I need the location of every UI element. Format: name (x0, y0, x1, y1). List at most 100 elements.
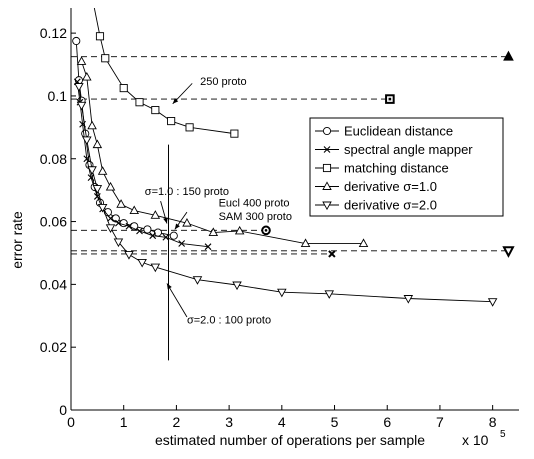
series (93, 8, 239, 138)
ticks: 0 1 2 3 4 5 6 7 8 0 0.02 0.04 0.06 0.08 0.1 0.12 (40, 25, 497, 430)
data-point (76, 101, 87, 111)
data-point (167, 117, 176, 126)
data-point (101, 54, 110, 63)
x-axis-label: estimated number of operations per sampl… (155, 432, 425, 448)
data-point (87, 120, 97, 130)
data-point (125, 222, 133, 230)
data-point (358, 238, 369, 247)
data-point (204, 243, 212, 251)
x-tick-label: 5 (331, 414, 339, 430)
data-point (300, 238, 311, 247)
x-tick-label: 7 (436, 414, 444, 430)
data-point (74, 83, 84, 92)
legend-marker (322, 163, 332, 173)
data-point (105, 181, 116, 191)
legend: Euclidean distance spectral angle mapper m… (309, 117, 504, 217)
legend-label: spectral angle mapper (344, 142, 473, 157)
x-tick-label: 2 (173, 414, 181, 430)
data-point (72, 36, 81, 46)
y-tick-label: 0.1 (48, 88, 68, 104)
data-point (107, 215, 114, 222)
data-point (87, 174, 95, 181)
annotation-arrow (172, 83, 193, 105)
reference-lines (71, 50, 515, 361)
data-point (113, 238, 124, 248)
axes (70, 8, 519, 411)
data-point (95, 32, 105, 41)
data-point (92, 185, 103, 194)
reference-marker (503, 50, 514, 61)
data-point (92, 139, 103, 149)
data-point (150, 263, 161, 273)
data-point (149, 232, 157, 240)
annotation-arrow (160, 201, 168, 224)
data-point (230, 129, 239, 138)
legend-label: matching distance (344, 161, 449, 176)
data-point (97, 203, 108, 213)
legend-marker (323, 146, 331, 153)
reference-marker (328, 250, 336, 258)
y-tick-label: 0.02 (40, 339, 67, 355)
data-point (105, 224, 116, 233)
data-point (82, 136, 92, 146)
data-point (129, 205, 140, 215)
data-point (82, 71, 92, 81)
data-point (182, 218, 192, 227)
data-point (137, 258, 147, 268)
reference-marker (502, 246, 515, 258)
data-point (83, 155, 91, 163)
data-point (76, 56, 87, 65)
data-point (487, 298, 498, 307)
x-axis-exponent: 5 (500, 429, 506, 440)
data-point (169, 231, 178, 240)
data-point (119, 84, 128, 93)
data-point (151, 106, 160, 115)
x-tick-label: 3 (225, 414, 233, 430)
reference-marker (385, 94, 395, 104)
legend-label: derivative σ=1.0 (344, 179, 437, 194)
y-tick-label: 0.08 (40, 151, 67, 167)
data-point (115, 219, 122, 227)
x-tick-label: 4 (278, 414, 286, 430)
series-line (93, 8, 235, 135)
reference-marker (261, 225, 271, 236)
annotation: SAM 300 proto (219, 211, 292, 223)
annotation: σ=2.0 : 100 proto (187, 315, 271, 327)
data-point (87, 166, 97, 175)
annotation: Eucl 400 proto (219, 197, 290, 209)
data-point (185, 123, 194, 132)
annotation: 250 proto (200, 76, 246, 88)
data-point (192, 276, 203, 285)
data-point (124, 251, 134, 260)
data-point (143, 225, 152, 234)
data-point (97, 166, 108, 175)
x-axis-multiplier: x 10 (462, 432, 489, 448)
data-point (208, 227, 219, 237)
annotation: σ=1.0 : 150 proto (145, 186, 229, 198)
x-tick-label: 6 (383, 414, 391, 430)
data-point (324, 290, 335, 299)
data-point (232, 281, 242, 291)
data-point (178, 240, 186, 247)
x-tick-label: 8 (489, 414, 497, 430)
legend-marker (322, 126, 332, 136)
data-point (150, 210, 161, 219)
y-tick-label: 0.04 (40, 276, 67, 292)
y-tick-label: 0.12 (40, 25, 67, 41)
series-group (72, 8, 498, 307)
y-tick-label: 0 (59, 402, 67, 418)
data-point (135, 98, 144, 107)
annotation-arrow (166, 283, 188, 318)
data-point (116, 199, 126, 208)
series (76, 56, 369, 247)
legend-label: derivative σ=2.0 (344, 198, 437, 213)
annotation-arrow (174, 211, 188, 230)
series (74, 83, 498, 307)
y-tick-label: 0.06 (40, 214, 67, 230)
data-point (277, 288, 287, 298)
data-point (136, 227, 143, 235)
legend-marker (322, 181, 332, 190)
x-tick-label: 0 (67, 414, 75, 430)
